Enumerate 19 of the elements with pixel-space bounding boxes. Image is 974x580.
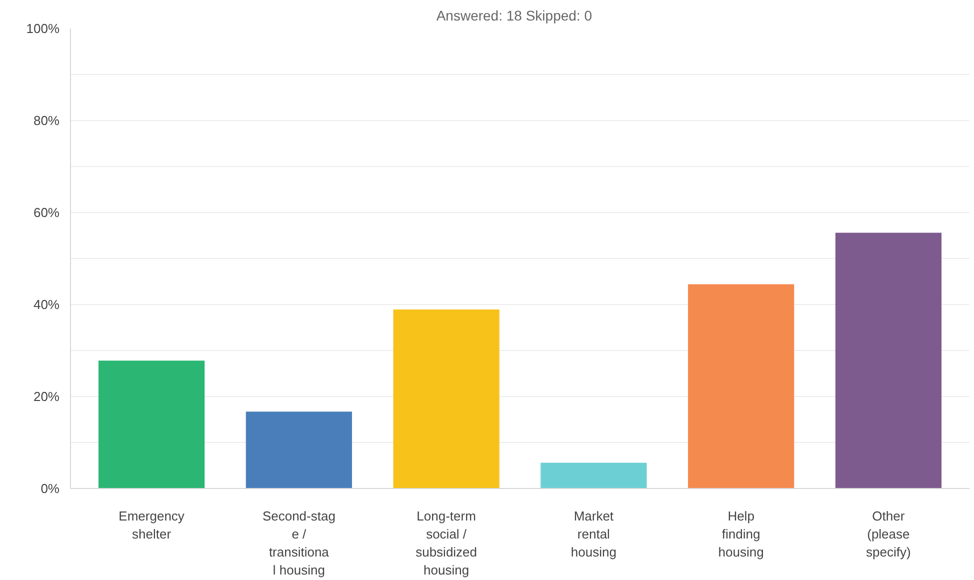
chart-title: Answered: 18 Skipped: 0 [436,8,592,24]
x-tick-label: Market rental housing [570,508,616,560]
bar [393,310,500,488]
x-tick-label: Long-term social / subsidized housing [416,508,478,578]
x-tick-label: Second-stage / transitional housing [262,508,336,578]
x-tick-label: Other (please specify) [866,508,911,560]
x-tick-label: Help finding housing [718,508,764,560]
y-tick-label: 80% [33,113,60,128]
bar [246,412,352,488]
y-tick-label: 20% [33,389,60,404]
bar [98,360,205,488]
bar [835,232,942,488]
x-tick-label: Emergency shelter [118,508,185,542]
y-tick-label: 60% [33,205,60,220]
y-tick-label: 40% [33,297,60,312]
bar [540,462,647,488]
bar [688,284,794,488]
y-tick-label: 100% [26,21,60,36]
y-tick-label: 0% [40,481,60,496]
